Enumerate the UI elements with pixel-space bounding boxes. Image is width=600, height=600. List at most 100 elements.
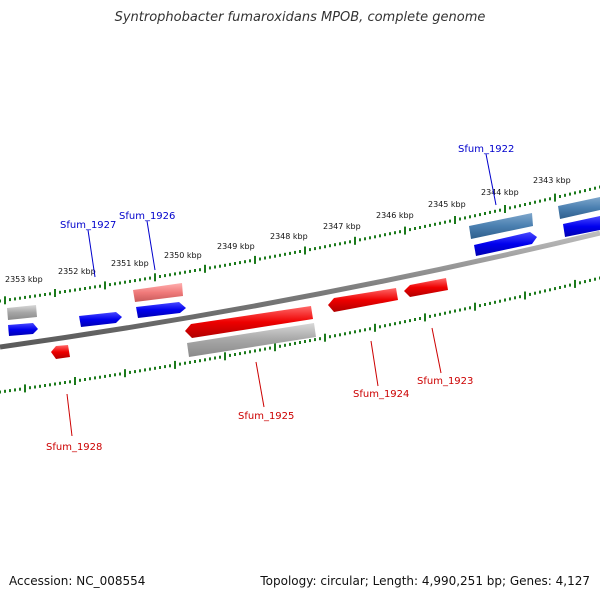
minor-tick [104,374,106,378]
cds-reverse-sfum-1924[interactable] [328,288,398,312]
minor-tick [509,206,511,210]
minor-tick [144,277,146,281]
outer-scale [0,185,600,305]
minor-tick [64,290,66,293]
gene-track-sfum-1926 [133,283,183,302]
leader-line-sfum-1925 [255,361,265,408]
minor-tick [234,353,236,356]
tick-label: 2348 kbp [270,232,308,241]
minor-tick [404,320,406,324]
minor-tick [129,279,131,283]
minor-tick [89,377,91,381]
minor-tick [209,266,211,270]
minor-tick [139,278,141,282]
minor-tick [484,303,486,306]
minor-tick [284,252,286,256]
major-tick [554,193,556,202]
major-tick [504,205,506,213]
tick-label: 2344 kbp [481,188,519,197]
gene-label-sfum-1926[interactable]: Sfum_1926 [119,211,175,222]
gene-label-sfum-1924[interactable]: Sfum_1924 [353,389,409,400]
minor-tick [399,321,401,325]
minor-tick [159,275,161,278]
leader-line-sfum-1924 [370,340,379,387]
minor-tick [339,242,341,246]
minor-tick [494,209,496,213]
major-tick [174,360,176,369]
minor-tick [184,361,186,365]
minor-tick [394,322,396,326]
minor-tick [149,367,151,371]
minor-tick [0,299,1,303]
minor-tick [419,226,421,229]
minor-tick [14,297,16,301]
major-tick [274,343,276,352]
cds-forward-sfum-1921[interactable] [563,216,600,237]
gene-label-sfum-1922[interactable]: Sfum_1922 [458,144,514,155]
minor-tick [519,204,521,208]
minor-tick [59,381,61,385]
minor-tick [594,186,596,190]
minor-tick [344,241,346,245]
major-tick [454,216,456,224]
minor-tick [589,278,591,282]
minor-tick [254,349,256,353]
tick-label: 2343 kbp [533,176,571,185]
minor-tick [84,287,86,290]
minor-tick [169,273,171,277]
cds-forward-sfum-1928-neighbor[interactable] [8,323,38,336]
minor-tick [294,341,296,345]
leader-line-sfum-1926 [146,220,156,271]
minor-tick [364,328,366,332]
minor-tick [214,356,216,360]
minor-tick [349,331,351,335]
minor-tick [389,232,391,236]
minor-tick [439,312,441,316]
minor-tick [464,307,466,311]
minor-tick [484,212,486,215]
topology-text: Topology: circular; Length: 4,990,251 bp… [260,574,590,588]
leader-line-sfum-1928 [66,393,73,437]
cds-forward-sfum-1922[interactable] [474,232,537,256]
backbone [0,230,600,350]
minor-tick [514,296,516,300]
minor-tick [409,319,411,323]
minor-tick [579,190,581,194]
minor-tick [44,384,46,387]
cds-reverse-sfum-1923[interactable] [404,278,448,297]
gene-label-sfum-1927[interactable]: Sfum_1927 [60,220,116,231]
major-tick [24,384,26,393]
minor-tick [144,368,146,372]
minor-tick [309,248,311,252]
minor-tick [329,244,331,248]
minor-tick [239,352,241,356]
minor-tick [534,291,536,295]
minor-tick [544,289,546,293]
minor-tick [39,384,41,388]
minor-tick [249,350,251,354]
gene-label-sfum-1925[interactable]: Sfum_1925 [238,411,294,422]
cds-reverse-sfum-1925[interactable] [185,306,313,338]
minor-tick [459,308,461,312]
minor-tick [389,323,391,327]
minor-tick [319,337,321,341]
major-tick [474,302,476,311]
minor-tick [19,296,21,300]
minor-tick [514,205,516,209]
cds-reverse-sfum-1928[interactable] [51,345,70,359]
minor-tick [294,250,296,254]
minor-tick [4,389,6,393]
minor-tick [94,376,96,380]
cds-forward-sfum-1927[interactable] [79,312,122,327]
minor-tick [374,235,376,239]
minor-tick [549,288,551,292]
gene-label-sfum-1928[interactable]: Sfum_1928 [46,442,102,453]
minor-tick [34,294,36,298]
minor-tick [74,288,76,292]
minor-tick [179,362,181,366]
cds-forward-sfum-1926[interactable] [136,302,186,318]
gene-label-sfum-1923[interactable]: Sfum_1923 [417,376,473,387]
minor-tick [189,360,191,364]
minor-tick [69,289,71,293]
minor-tick [409,228,411,232]
